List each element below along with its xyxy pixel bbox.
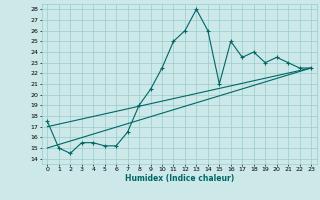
X-axis label: Humidex (Indice chaleur): Humidex (Indice chaleur) bbox=[124, 174, 234, 183]
